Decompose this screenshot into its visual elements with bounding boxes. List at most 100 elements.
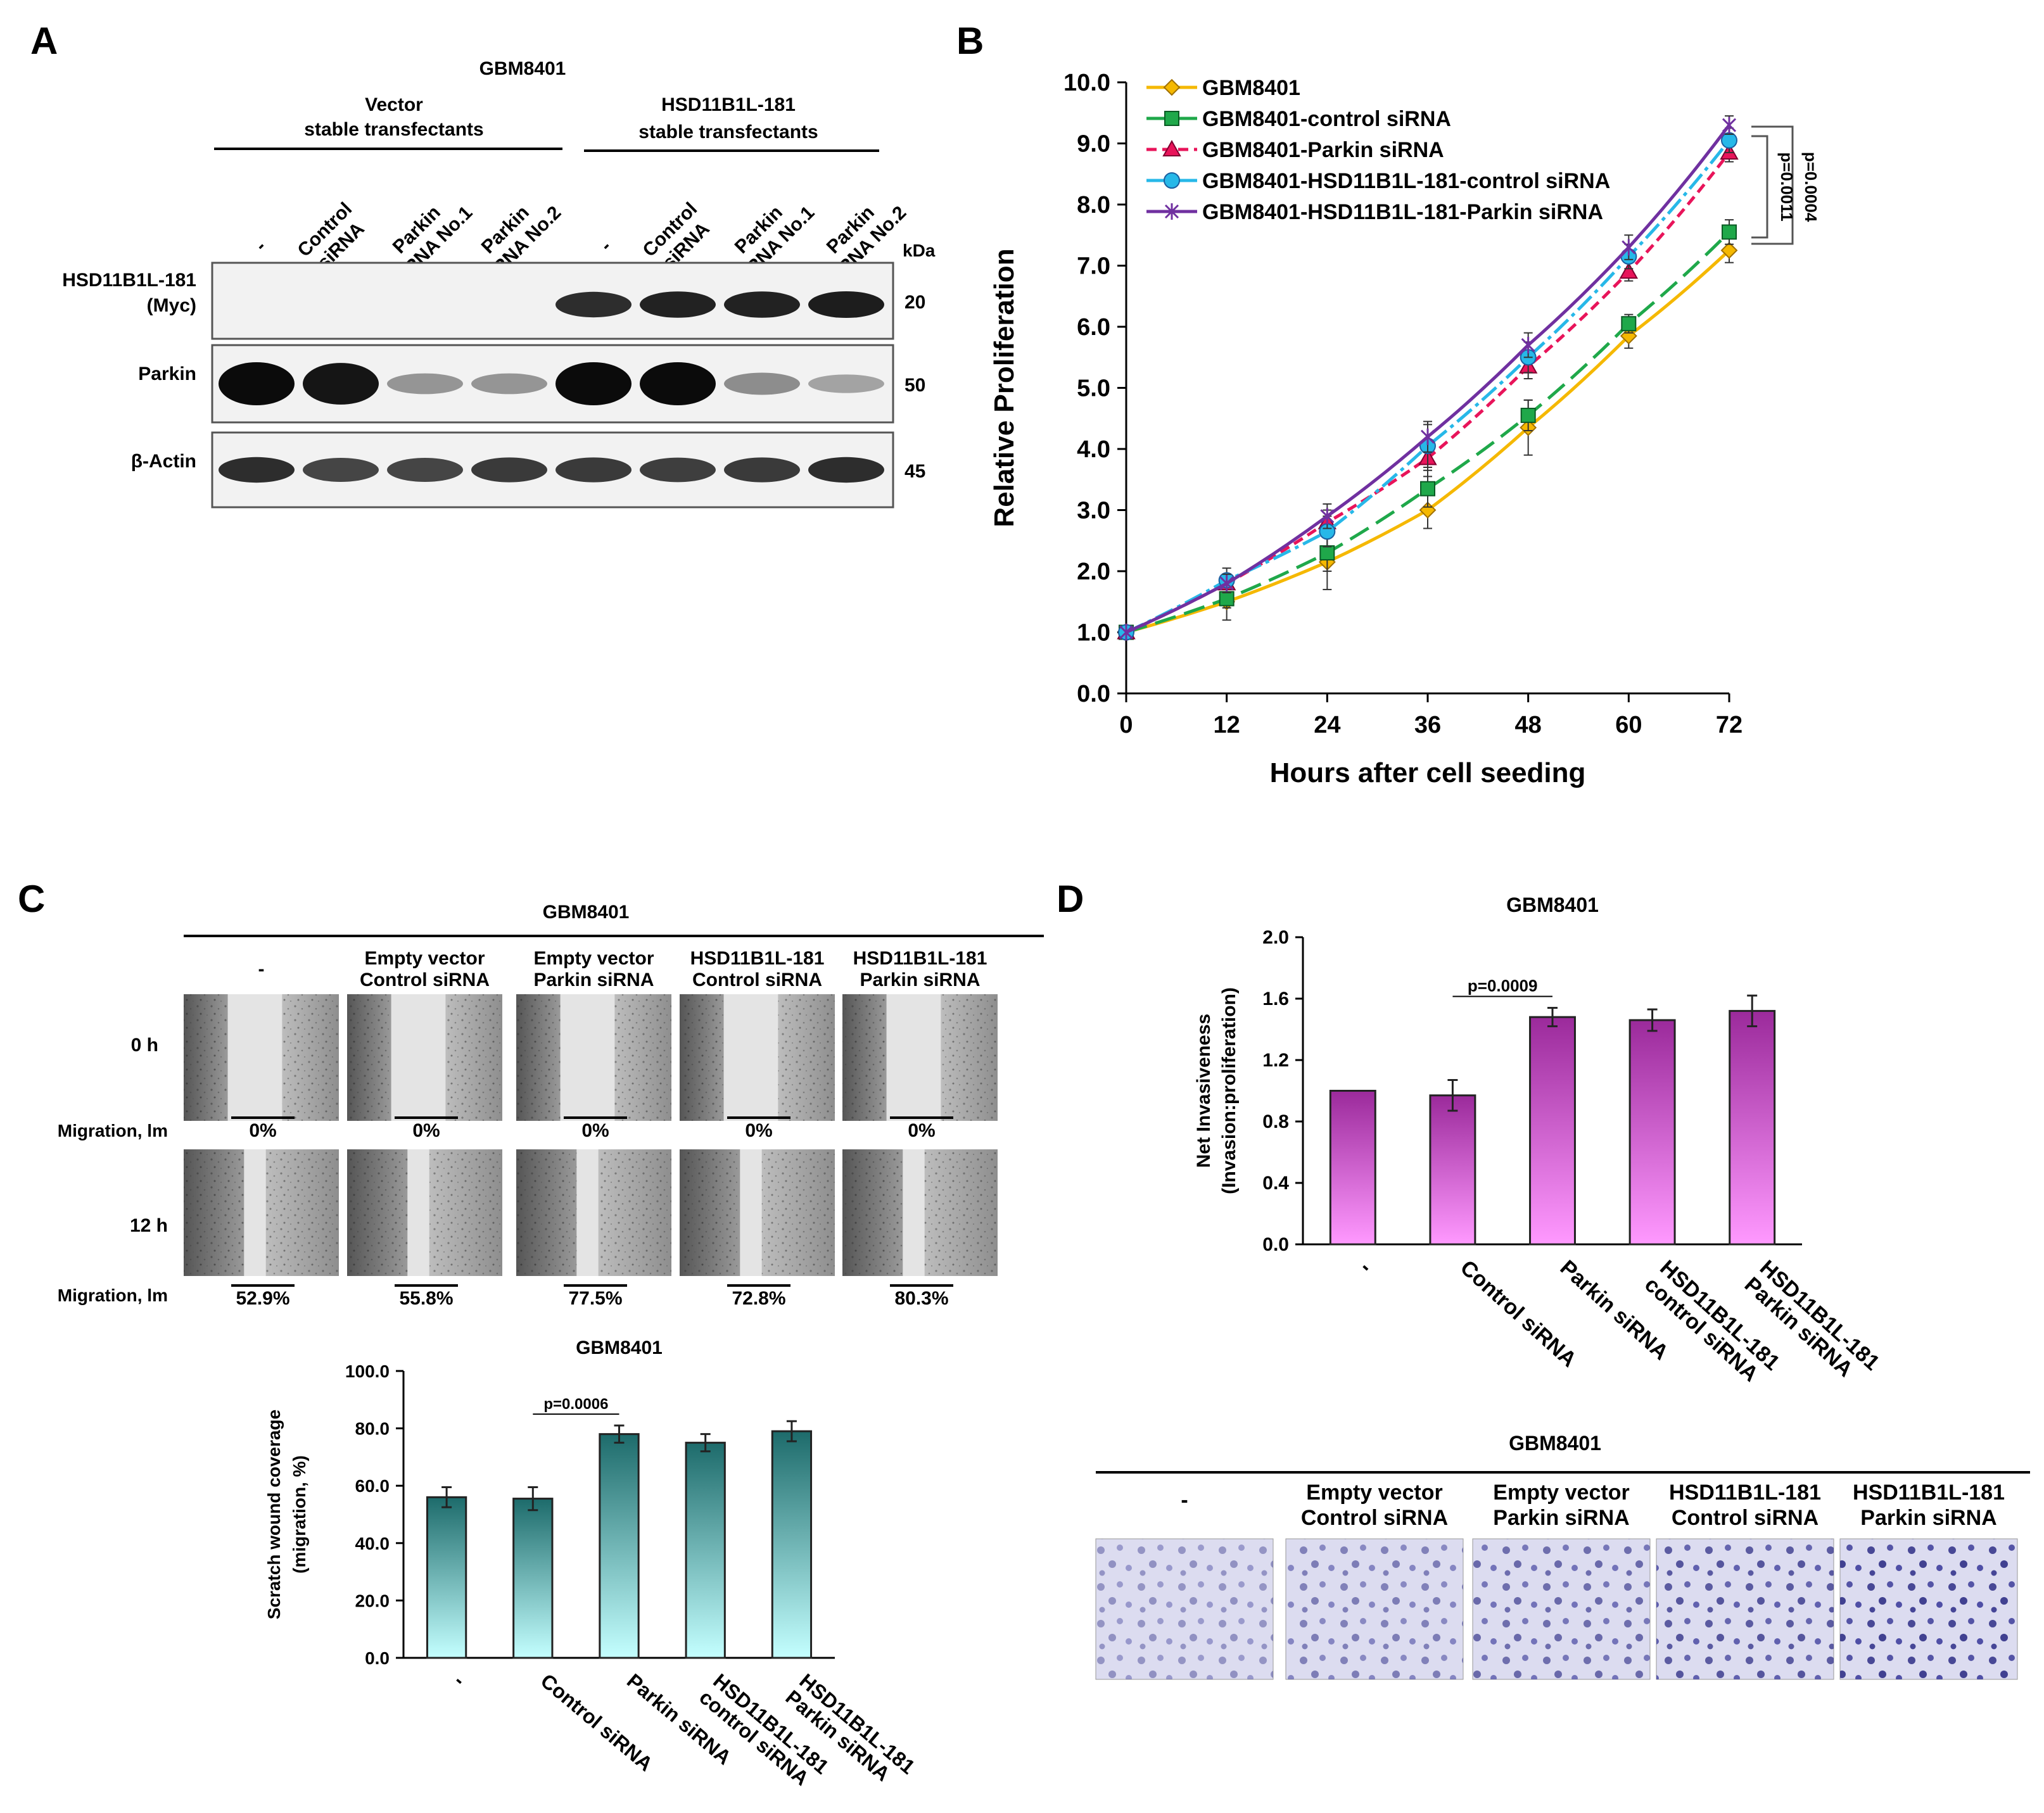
group2-line2: stable transfectants <box>638 122 818 142</box>
data-point <box>1164 203 1179 220</box>
condition-label: Control siRNA <box>692 970 822 990</box>
scratch-image: 0% <box>842 994 998 1141</box>
legend-label: GBM8401-HSD11B1L-181-Parkin siRNA <box>1202 200 1603 224</box>
x-tick-label: - <box>1355 1256 1377 1279</box>
legend-label: GBM8401-Parkin siRNA <box>1202 138 1444 162</box>
y-axis-label: Relative Proliferation <box>989 248 1020 527</box>
migration-value: 0% <box>908 1120 935 1141</box>
group1-line2: stable transfectants <box>304 119 483 140</box>
proliferation-chart: 0.0 1.0 2.0 3.0 4.0 5.0 6.0 7.0 8.0 9.0 10.0 0 12 24 3… <box>989 70 1820 788</box>
y-tick-label: 60.0 <box>355 1476 390 1496</box>
legend-label: GBM8401 <box>1202 76 1300 100</box>
data-point <box>1619 262 1639 279</box>
panel-c-cell-line: GBM8401 <box>543 902 630 923</box>
panel-a-cell-line: GBM8401 <box>479 58 566 79</box>
scratch-texture <box>680 994 724 1121</box>
scratch-texture <box>347 1149 408 1276</box>
y-tick-label: 0.8 <box>1262 1111 1289 1132</box>
y-tick-label: 0.0 <box>1262 1234 1289 1255</box>
invasion-cell-line: GBM8401 <box>1509 1432 1601 1455</box>
blot-band <box>219 362 295 405</box>
scratch-image: 0% <box>184 994 339 1141</box>
x-tick-label-text: - <box>1355 1256 1377 1279</box>
scratch-texture <box>761 1149 835 1276</box>
bar <box>1529 1016 1576 1246</box>
invasion-image <box>1839 1538 2018 1680</box>
bar <box>512 1498 554 1659</box>
scratch-texture <box>184 994 228 1121</box>
data-point <box>1722 117 1737 134</box>
invasion-image <box>1095 1538 1274 1680</box>
x-axis-label: Hours after cell seeding <box>1270 757 1586 788</box>
invasion-image <box>1472 1538 1651 1680</box>
x-tick-label: 48 <box>1515 712 1542 738</box>
data-point <box>1720 241 1738 259</box>
panel-letter-a: A <box>30 20 58 62</box>
scratch-gap <box>407 1149 429 1276</box>
scratch-texture <box>516 1149 577 1276</box>
y-tick-label: 1.6 <box>1262 989 1289 1009</box>
blot-band <box>555 457 632 483</box>
invasion-label: Parkin siRNA <box>1493 1506 1629 1530</box>
legend: GBM8401 GBM8401-control siRNA GBM8401-Park… <box>1146 76 1610 224</box>
invasion-label: HSD11B1L-181 <box>1669 1481 1821 1505</box>
blot-band <box>640 362 716 405</box>
blot-band <box>303 363 379 405</box>
data-point <box>1119 624 1134 641</box>
data-point <box>1419 502 1437 519</box>
x-tick-label: 60 <box>1615 712 1642 738</box>
invasion-label: Empty vector <box>1493 1481 1629 1505</box>
scratch-texture <box>924 1149 998 1276</box>
blot-label: β-Actin <box>131 451 196 472</box>
blot-label: (Myc) <box>147 295 196 316</box>
blot-band <box>724 291 800 318</box>
scratch-image: 0% <box>516 994 671 1141</box>
bar <box>599 1433 640 1659</box>
scratch-gap <box>391 994 446 1121</box>
scratch-texture <box>265 1149 339 1276</box>
migration-value: 52.9% <box>236 1288 289 1309</box>
data-point <box>1721 132 1737 149</box>
condition-label: Control siRNA <box>360 970 490 990</box>
invasion-label: HSD11B1L-181 <box>1853 1481 2005 1505</box>
blot-row: HSD11B1L-181 (Myc) 20 <box>62 262 925 340</box>
data-point <box>1164 172 1180 189</box>
scratch-gap <box>244 1149 266 1276</box>
significance-brackets: p=0.0011 p=0.0004 <box>1751 125 1820 245</box>
invasiveness-chart: GBM8401 0.0 0.4 0.8 1.2 1.6 2.0 Net Invasivenes… <box>1193 894 1884 1386</box>
y-tick-label: 80.0 <box>355 1419 390 1439</box>
y-axis-label: Net Invasiveness <box>1193 1014 1214 1168</box>
y-tick-label: 0.4 <box>1262 1173 1289 1194</box>
condition-label: Empty vector <box>533 948 654 969</box>
blot-row: Parkin 50 <box>138 344 925 424</box>
data-point <box>1162 139 1181 156</box>
scratch-image: 0% <box>680 994 835 1141</box>
invasion-label: Empty vector <box>1306 1481 1442 1505</box>
data-point <box>1420 481 1435 496</box>
scratch-gap <box>886 994 941 1121</box>
invasion-label: Control siRNA <box>1672 1506 1819 1530</box>
blot-band <box>724 457 800 483</box>
migration-value: 0% <box>581 1120 609 1141</box>
y-axis-label: (Invasion:proliferation) <box>1219 987 1240 1194</box>
blot-band <box>640 291 716 318</box>
scratch-texture <box>429 1149 502 1276</box>
invasion-cells <box>1286 1539 1463 1679</box>
scratch-image: 72.8% <box>680 1149 835 1309</box>
bar <box>1628 1019 1676 1246</box>
y-tick-label: 7.0 <box>1077 253 1110 280</box>
scratch-texture <box>445 994 502 1121</box>
scratch-texture <box>347 994 391 1121</box>
data-point <box>1521 336 1535 353</box>
scratch-texture <box>598 1149 671 1276</box>
blot-band <box>555 362 632 405</box>
migration-value: 72.8% <box>732 1288 785 1309</box>
y-tick-label: 1.2 <box>1262 1050 1289 1071</box>
y-tick-label: 8.0 <box>1077 192 1110 218</box>
migration-value: 80.3% <box>894 1288 948 1309</box>
data-point <box>1621 316 1637 332</box>
series <box>1119 219 1737 640</box>
y-tick-label: 5.0 <box>1077 376 1110 402</box>
legend-label: GBM8401-HSD11B1L-181-control siRNA <box>1202 169 1610 193</box>
